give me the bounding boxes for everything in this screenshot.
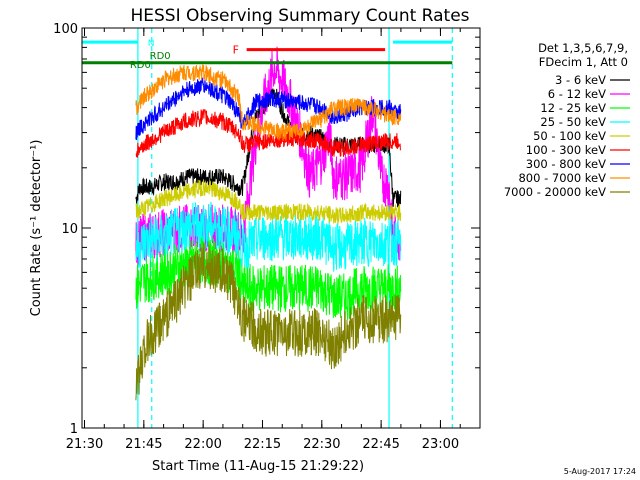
- series-line-4: [135, 179, 402, 225]
- legend-label-6: 300 - 800 keV: [526, 157, 606, 171]
- x-tick-label-1: 21:45: [125, 437, 162, 452]
- chart-title: HESSI Observing Summary Count Rates: [130, 6, 469, 26]
- y-tick-label-0: 1: [70, 422, 78, 437]
- footer-date: 5-Aug-2017 17:24: [564, 467, 636, 476]
- legend-label-5: 100 - 300 keV: [526, 143, 606, 157]
- flag-label-f: F: [233, 44, 239, 57]
- series-line-7: [135, 64, 402, 141]
- x-tick-label-2: 22:00: [184, 437, 221, 452]
- legend-title-line-1: Det 1,3,5,6,7,9,: [538, 41, 628, 55]
- y-axis-label: Count Rate (s⁻¹ detector⁻¹): [29, 140, 44, 317]
- series-line-5: [135, 109, 402, 158]
- flag-label-rd0-1: RD0: [150, 51, 171, 62]
- legend-label-8: 7000 - 20000 keV: [504, 185, 606, 199]
- series-line-8: [135, 242, 402, 401]
- x-tick-label-6: 23:00: [422, 437, 459, 452]
- legend-label-2: 12 - 25 keV: [540, 101, 606, 115]
- x-tick-label-5: 22:45: [362, 437, 399, 452]
- flag-label-n: N: [148, 39, 155, 49]
- plot-area: [82, 28, 453, 428]
- x-axis-label: Start Time (11-Aug-15 21:29:22): [152, 459, 364, 474]
- legend-label-7: 800 - 7000 keV: [518, 171, 606, 185]
- series-line-2: [135, 235, 402, 320]
- series-line-3: [135, 201, 402, 272]
- legend-label-0: 3 - 6 keV: [555, 73, 606, 87]
- legend-title-line-2: FDecim 1, Att 0: [539, 55, 628, 69]
- x-tick-label-0: 21:30: [66, 437, 103, 452]
- legend-label-1: 6 - 12 keV: [548, 87, 606, 101]
- x-tick-label-3: 22:15: [244, 437, 281, 452]
- legend-label-3: 25 - 50 keV: [540, 115, 606, 129]
- legend-label-4: 50 - 100 keV: [533, 129, 606, 143]
- x-tick-label-4: 22:30: [303, 437, 340, 452]
- y-tick-label-2: 100: [53, 22, 78, 37]
- flag-label-rd0-0: RD0: [130, 60, 151, 71]
- y-tick-label-1: 10: [61, 222, 78, 237]
